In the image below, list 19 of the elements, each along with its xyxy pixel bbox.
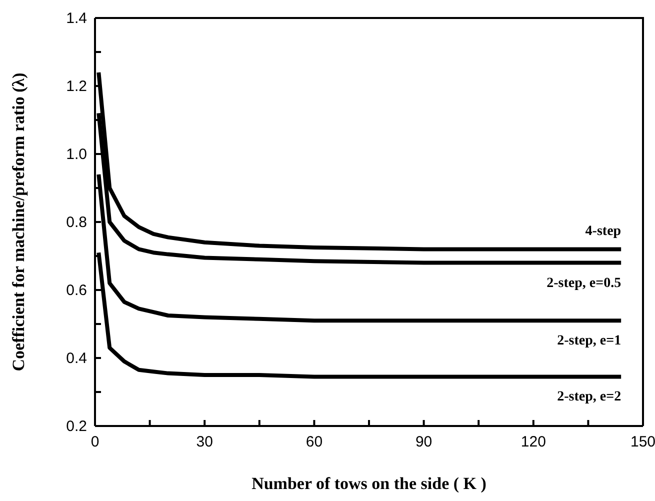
x-tick-label: 30 [196, 434, 213, 451]
series-label: 2-step, e=2 [557, 390, 622, 405]
x-tick-label: 90 [415, 434, 432, 451]
y-tick-label: 0.6 [66, 282, 87, 299]
x-tick-label: 0 [90, 434, 100, 451]
y-tick-label: 1.0 [66, 146, 87, 163]
x-tick-label: 60 [306, 434, 323, 451]
series-label: 2-step, e=1 [557, 334, 622, 349]
y-axis-title: Coefficient for machine/preform ratio (λ) [9, 72, 28, 372]
y-tick-label: 0.4 [66, 350, 87, 367]
y-tick-label: 0.2 [66, 418, 87, 435]
x-tick-label: 120 [520, 434, 546, 451]
series-label: 2-step, e=0.5 [546, 276, 622, 291]
x-axis-title: Number of tows on the side ( K ) [252, 474, 486, 493]
y-tick-label: 1.2 [66, 78, 87, 95]
series-label: 4-step [585, 224, 622, 240]
y-tick-label: 0.8 [66, 214, 87, 231]
y-tick-label: 1.4 [66, 10, 87, 27]
x-tick-label: 150 [630, 434, 655, 451]
